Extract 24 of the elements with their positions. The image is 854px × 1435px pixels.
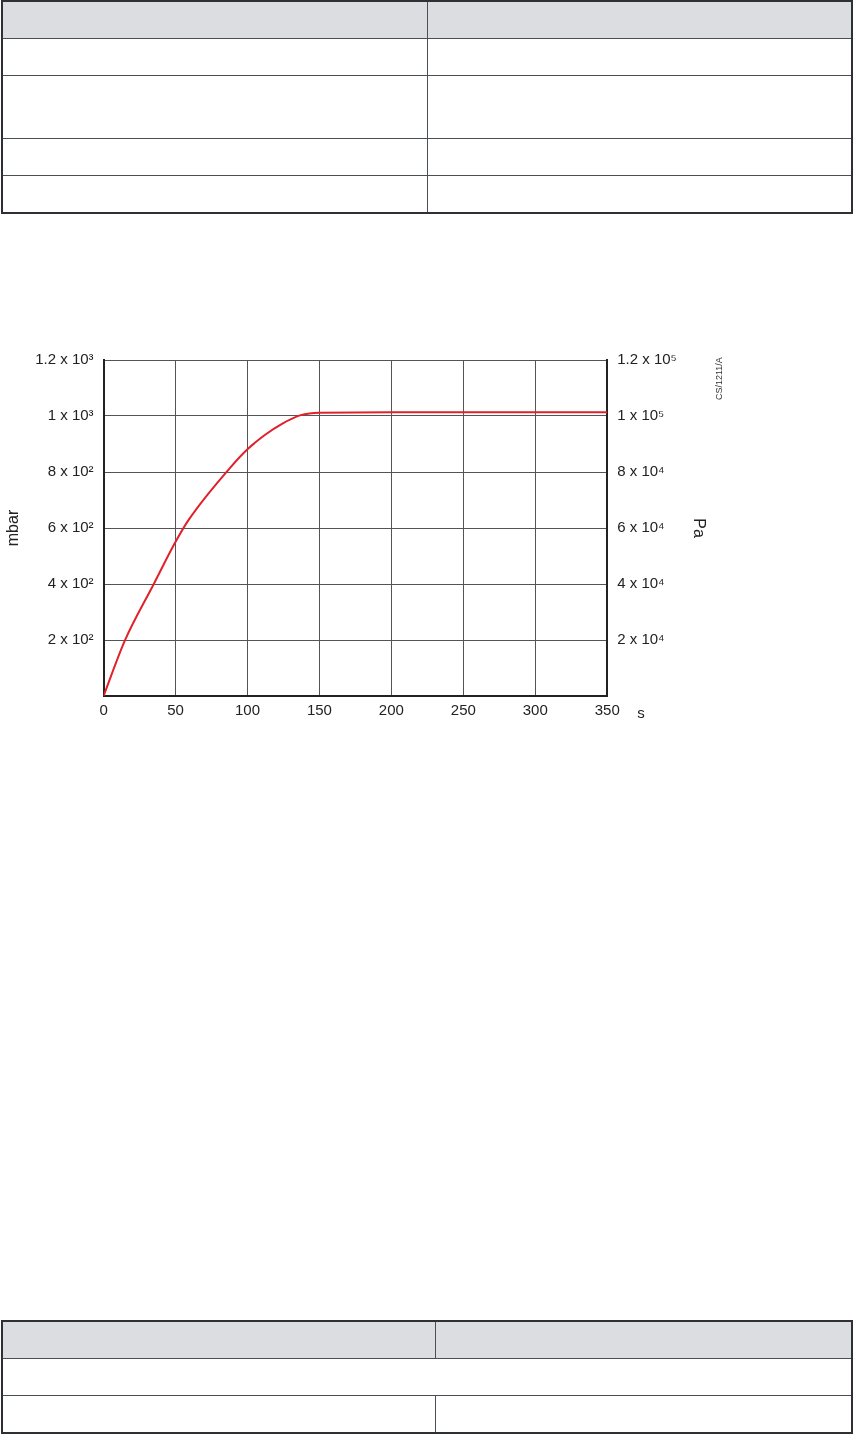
- y-tick-label: 6 x 10²: [47, 518, 94, 536]
- y2-tick-label: 4 x 10⁴: [617, 574, 665, 592]
- y2-tick-label: 1.2 x 10⁵: [617, 350, 677, 368]
- y-tick-label: 8 x 10²: [47, 462, 94, 480]
- y-tick-label: 1.2 x 10³: [35, 350, 94, 368]
- x-tick-label: 150: [306, 701, 332, 719]
- x-tick-label: 0: [99, 701, 108, 719]
- x-tick-label: 100: [234, 701, 260, 719]
- y2-tick-label: 2 x 10⁴: [617, 630, 665, 648]
- x-tick-label: 350: [594, 701, 620, 719]
- y2-axis-title: Pa: [690, 518, 708, 538]
- y-tick-label: 1 x 10³: [47, 406, 94, 424]
- x-tick-label: 50: [167, 701, 184, 719]
- y-tick-label: 2 x 10²: [47, 630, 94, 648]
- x-tick-label: 250: [450, 701, 476, 719]
- text: CS/1211/A: [714, 357, 725, 400]
- x-tick-label: 300: [522, 701, 548, 719]
- y2-tick-label: 6 x 10⁴: [617, 518, 665, 536]
- x-tick-label: 200: [378, 701, 404, 719]
- y-tick-label: 4 x 10²: [47, 574, 94, 592]
- x-axis-title: s: [637, 703, 645, 721]
- y2-tick-label: 8 x 10⁴: [617, 462, 665, 480]
- y2-tick-label: 1 x 10⁵: [617, 406, 665, 424]
- y-axis-title: mbar: [4, 509, 22, 547]
